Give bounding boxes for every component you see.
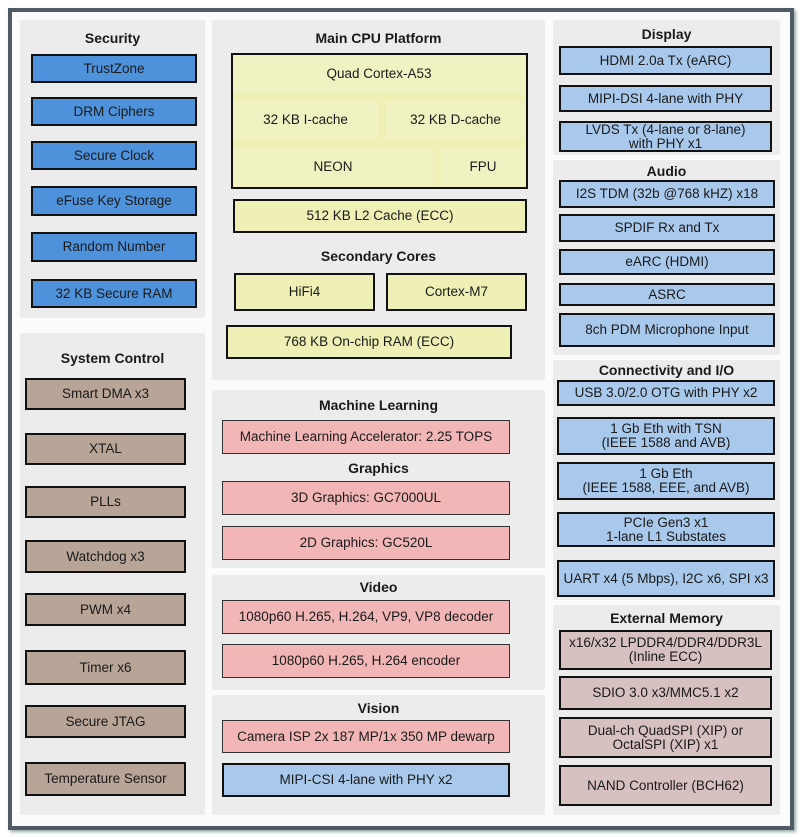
icache: 32 KB I-cache [233,101,378,139]
panel-title: Video [359,579,398,595]
panel-title: Audio [646,163,687,179]
block-graphics: 2D Graphics: GC520L [222,526,510,560]
block-display: LVDS Tx (4-lane or 8-lane) with PHY x1 [559,121,772,152]
panel-audio: Audio I2S TDM (32b @768 kHZ) x18 SPDIF Rx … [553,160,780,355]
panel-title: Vision [357,700,400,716]
block-system-control: PLLs [25,486,186,518]
block-external-memory: SDIO 3.0 x3/MMC5.1 x2 [559,676,772,710]
hifi4: HiFi4 [234,273,375,311]
block-system-control: Secure JTAG [25,705,186,738]
core-label: Quad Cortex-A53 [233,55,525,93]
panel-title: System Control [60,350,165,366]
block-security: 32 KB Secure RAM [31,279,197,308]
panel-title: Graphics [348,460,409,476]
block-ml: Machine Learning Accelerator: 2.25 TOPS [222,420,510,454]
panel-graphics: Graphics 3D Graphics: GC7000UL 2D Graphics… [212,460,545,568]
block-security: Random Number [31,232,197,262]
panel-security: Security TrustZone DRM Ciphers Secure Clock… [20,20,205,318]
block-display: HDMI 2.0a Tx (eARC) [559,46,772,75]
block-vision: Camera ISP 2x 187 MP/1x 350 MP dewarp [222,720,510,753]
block-vision: MIPI-CSI 4-lane with PHY x2 [222,763,510,797]
block-connectivity: USB 3.0/2.0 OTG with PHY x2 [557,380,775,406]
block-security: TrustZone [31,54,197,83]
block-system-control: PWM x4 [25,593,186,626]
neon: NEON [233,147,433,186]
panel-title: Display [641,26,692,42]
block-audio: SPDIF Rx and Tx [559,214,775,242]
dcache: 32 KB D-cache [386,101,525,139]
panel-title: Main CPU Platform [315,30,442,46]
panel-external-memory: External Memory x16/x32 LPDDR4/DDR4/DDR3L… [553,605,780,815]
fpu: FPU [441,147,525,186]
block-connectivity: 1 Gb Eth (IEEE 1588, EEE, and AVB) [557,462,775,500]
block-connectivity: 1 Gb Eth with TSN (IEEE 1588 and AVB) [557,417,775,455]
cpu-cluster: Quad Cortex-A53 32 KB I-cache 32 KB D-ca… [231,53,528,189]
panel-title: External Memory [610,610,723,626]
block-graphics: 3D Graphics: GC7000UL [222,481,510,515]
secondary-title: Secondary Cores [320,248,437,264]
panel-main-cpu: Main CPU Platform Quad Cortex-A53 32 KB … [212,20,545,380]
block-system-control: XTAL [25,433,186,465]
l2-cache: 512 KB L2 Cache (ECC) [233,199,527,233]
block-system-control: Timer x6 [25,650,186,685]
panel-vision: Vision Camera ISP 2x 187 MP/1x 350 MP dew… [212,695,545,815]
onchip-ram: 768 KB On-chip RAM (ECC) [226,325,512,359]
block-system-control: Smart DMA x3 [25,378,186,410]
block-audio: ASRC [559,283,775,306]
block-connectivity: PCIe Gen3 x1 1-lane L1 Substates [557,512,775,547]
panel-title: Connectivity and I/O [598,362,735,378]
block-external-memory: NAND Controller (BCH62) [559,765,772,806]
panel-display: Display HDMI 2.0a Tx (eARC) MIPI-DSI 4-lan… [553,20,780,155]
cortex-m7: Cortex-M7 [386,273,527,311]
block-audio: eARC (HDMI) [559,249,775,275]
block-video: 1080p60 H.265, H.264 encoder [222,644,510,678]
block-security: DRM Ciphers [31,97,197,126]
panel-video: Video 1080p60 H.265, H.264, VP9, VP8 deco… [212,575,545,690]
block-system-control: Temperature Sensor [25,762,186,796]
block-external-memory: Dual-ch QuadSPI (XIP) or OctalSPI (XIP) … [559,717,772,758]
block-audio: 8ch PDM Microphone Input [559,313,775,347]
panel-title: Machine Learning [318,397,439,413]
block-security: Secure Clock [31,141,197,170]
block-video: 1080p60 H.265, H.264, VP9, VP8 decoder [222,600,510,634]
block-system-control: Watchdog x3 [25,540,186,573]
panel-system-control: System Control Smart DMA x3 XTAL PLLs Watchd… [20,333,205,815]
block-display: MIPI-DSI 4-lane with PHY [559,85,772,112]
panel-connectivity: Connectivity and I/O USB 3.0/2.0 OTG with… [553,360,780,600]
block-external-memory: x16/x32 LPDDR4/DDR4/DDR3L (Inline ECC) [559,630,772,670]
panel-title: Security [84,30,141,46]
block-security: eFuse Key Storage [31,186,197,216]
block-connectivity: UART x4 (5 Mbps), I2C x6, SPI x3 [557,560,775,597]
block-audio: I2S TDM (32b @768 kHZ) x18 [559,180,775,208]
